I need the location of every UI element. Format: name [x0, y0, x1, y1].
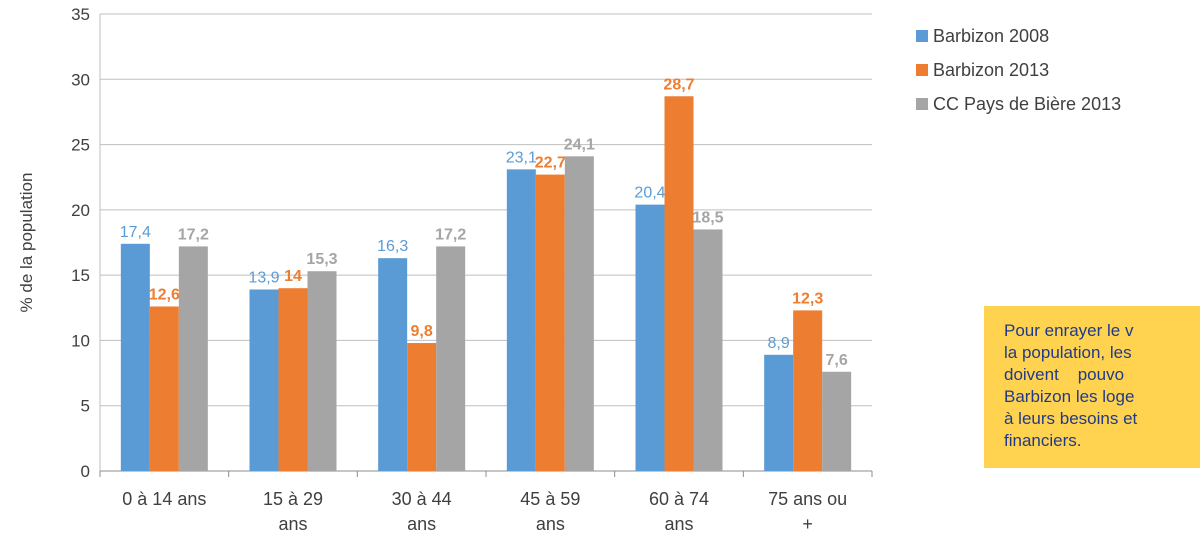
x-tick-label: +: [802, 514, 813, 534]
data-label: 12,6: [149, 286, 180, 303]
bar: [407, 343, 437, 471]
bar: [535, 174, 565, 472]
legend: Barbizon 2008 Barbizon 2013 CC Pays de Biè…: [916, 20, 1121, 122]
y-tick-label: 0: [81, 462, 90, 481]
legend-swatch: [916, 98, 928, 110]
bar: [564, 156, 594, 471]
data-label: 24,1: [564, 136, 595, 153]
data-label: 18,5: [692, 209, 723, 226]
bar: [378, 258, 408, 471]
info-note: Pour enrayer le v la population, les doi…: [984, 306, 1200, 468]
data-label: 17,2: [178, 226, 209, 243]
y-tick-label: 25: [71, 136, 90, 155]
x-tick-label: 75 ans ou: [768, 489, 847, 509]
legend-label: Barbizon 2013: [933, 59, 1050, 80]
data-label: 8,9: [768, 335, 790, 352]
data-label: 12,3: [792, 290, 823, 307]
bar: [120, 243, 150, 471]
x-tick-label: ans: [536, 514, 565, 534]
x-tick-label: 15 à 29: [263, 489, 323, 509]
x-tick-label: ans: [407, 514, 436, 534]
data-label: 22,7: [535, 155, 566, 172]
bar: [249, 289, 279, 471]
data-label: 23,1: [506, 149, 537, 166]
data-label: 28,7: [663, 76, 694, 93]
legend-label: CC Pays de Bière 2013: [933, 93, 1122, 114]
data-label: 20,4: [634, 185, 665, 202]
data-label: 15,3: [306, 251, 337, 268]
bar: [436, 246, 466, 471]
legend-swatch: [916, 64, 928, 76]
data-label: 9,8: [411, 323, 433, 340]
data-label: 16,3: [377, 238, 408, 255]
y-tick-label: 35: [71, 5, 90, 24]
legend-swatch: [916, 30, 928, 42]
x-tick-label: 60 à 74: [649, 489, 709, 509]
legend-item: Barbizon 2008: [916, 20, 1121, 52]
bar: [764, 354, 794, 471]
y-axis-title: % de la population: [17, 173, 36, 313]
x-tick-label: 45 à 59: [520, 489, 580, 509]
y-tick-label: 15: [71, 266, 90, 285]
x-tick-label: ans: [278, 514, 307, 534]
bar: [278, 288, 308, 471]
x-tick-label: 0 à 14 ans: [122, 489, 206, 509]
bar: [307, 271, 337, 471]
y-tick-label: 20: [71, 201, 90, 220]
y-tick-label: 10: [71, 331, 90, 350]
data-label: 13,9: [248, 270, 279, 287]
data-label: 14: [284, 268, 302, 285]
y-tick-label: 5: [81, 397, 90, 416]
legend-label: Barbizon 2008: [933, 25, 1050, 46]
info-note-text: Pour enrayer le v la population, les doi…: [1004, 321, 1138, 450]
data-label: 17,2: [435, 226, 466, 243]
bar: [693, 229, 723, 471]
bar: [664, 96, 694, 471]
x-tick-label: 30 à 44: [392, 489, 452, 509]
legend-item: CC Pays de Bière 2013: [916, 88, 1121, 120]
x-tick-label: ans: [664, 514, 693, 534]
data-label: 7,6: [826, 352, 848, 369]
data-label: 17,4: [120, 224, 151, 241]
bar: [178, 246, 208, 471]
bar: [506, 169, 536, 471]
bar: [149, 306, 179, 471]
bar: [793, 310, 823, 471]
y-tick-label: 30: [71, 70, 90, 89]
bar: [822, 371, 852, 471]
bar: [635, 204, 665, 472]
legend-item: Barbizon 2013: [916, 54, 1121, 86]
